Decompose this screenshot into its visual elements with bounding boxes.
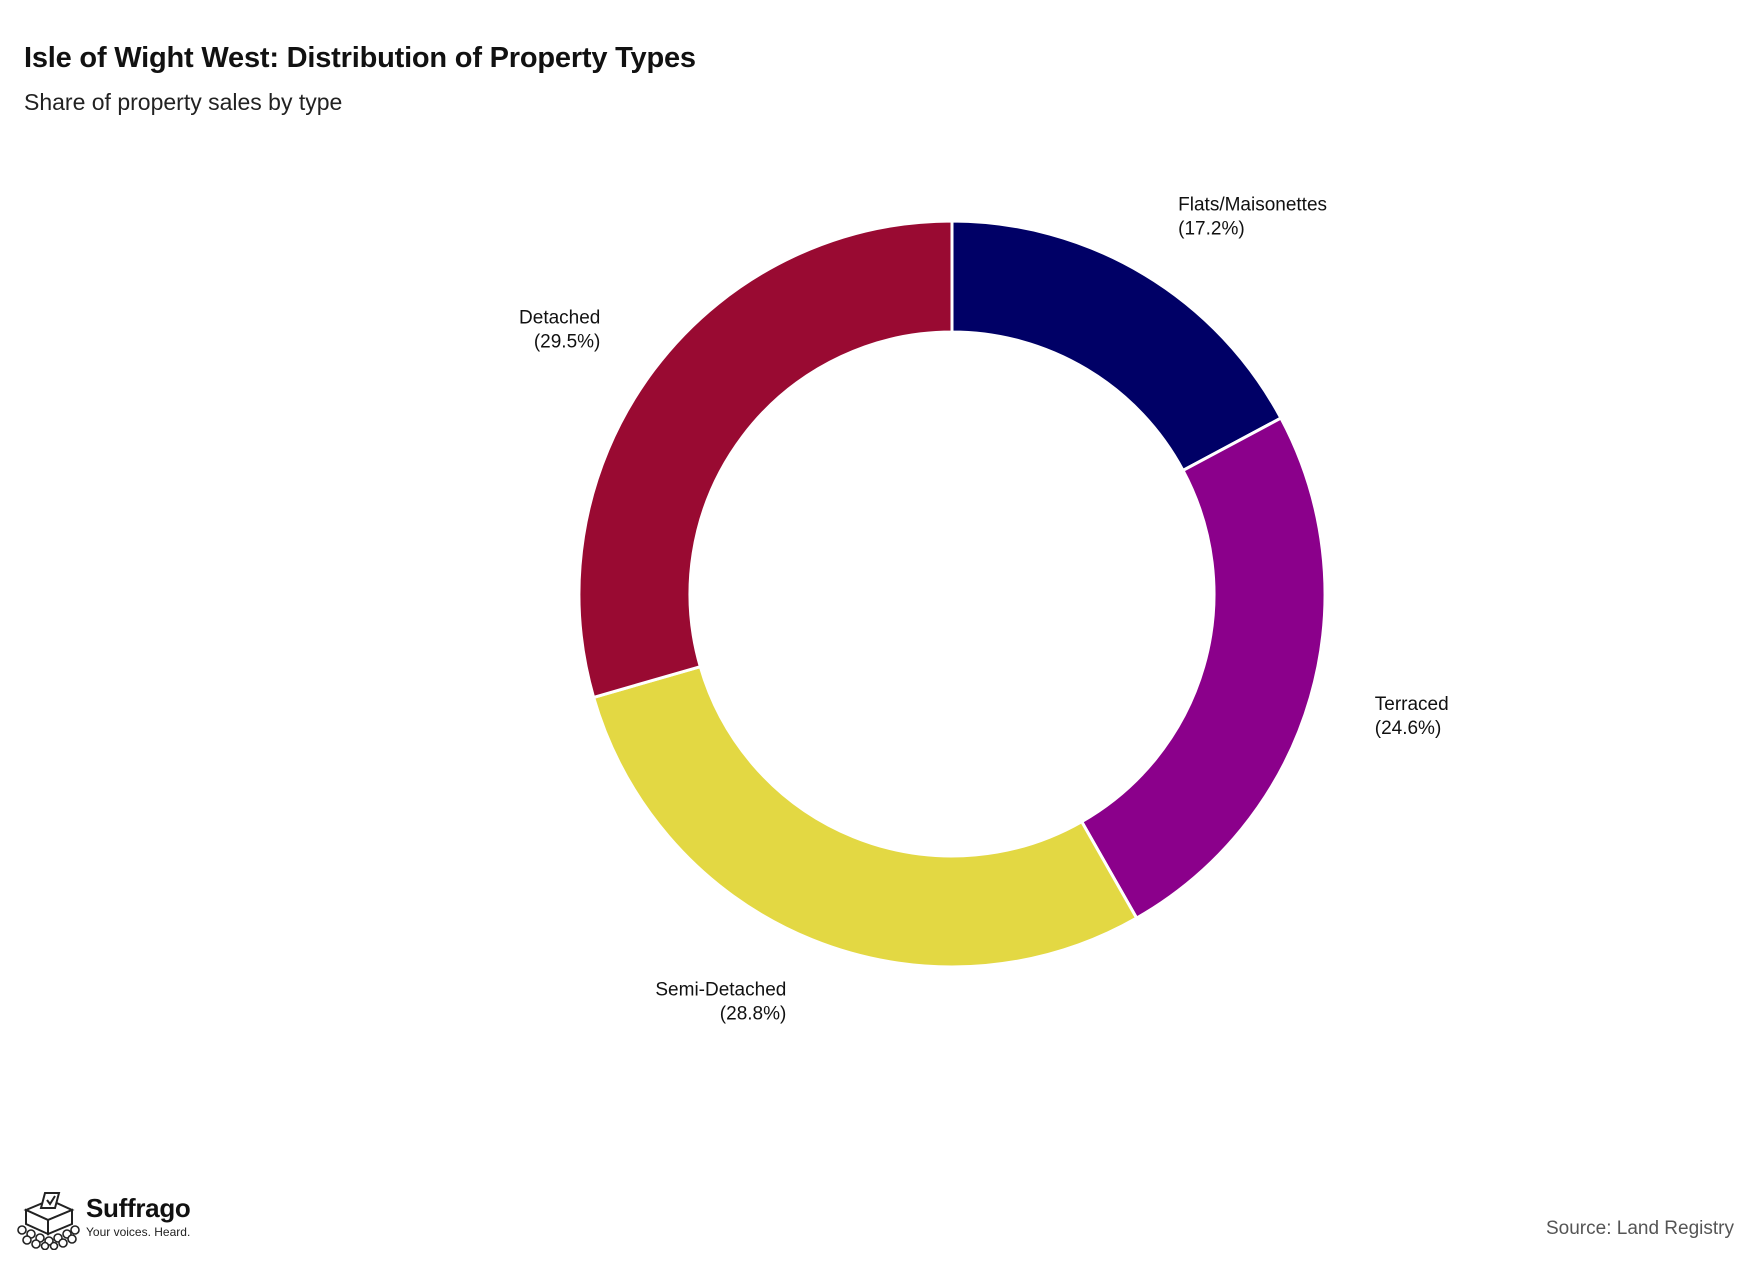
ballot-box-icon: [17, 1192, 80, 1250]
donut-slice-detached: [577, 219, 954, 700]
chart-subtitle: Share of property sales by type: [24, 89, 343, 115]
brand-name: Suffrago: [86, 1193, 191, 1223]
donut-slice-flats-maisonettes: [950, 219, 1283, 473]
slice-label-detached: Detached (29.5%): [519, 307, 600, 352]
brand-tagline: Your voices. Heard.: [86, 1225, 191, 1239]
source-note: Source: Land Registry: [1546, 1218, 1734, 1239]
donut-slice-terraced: [1079, 416, 1327, 921]
slice-label-semi-detached: Semi-Detached (28.8%): [655, 980, 786, 1025]
slice-label-terraced: Terraced (24.6%): [1375, 694, 1449, 739]
brand-block: Suffrago Your voices. Heard.: [14, 1188, 191, 1250]
slice-label-flats-maisonettes: Flats/Maisonettes (17.2%): [1178, 195, 1327, 240]
chart-title: Isle of Wight West: Distribution of Prop…: [24, 42, 696, 74]
donut-slice-semi-detached: [591, 664, 1139, 969]
